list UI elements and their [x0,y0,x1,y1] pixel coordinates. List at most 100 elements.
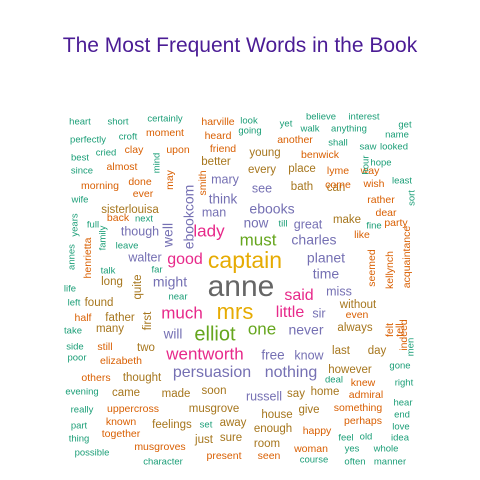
word-man: man [202,205,226,219]
word-give: give [298,404,319,416]
word-might: might [153,274,187,290]
word-heard: heard [205,130,232,142]
word-idea: idea [391,433,410,444]
word-next: next [135,214,153,225]
word-miss: miss [326,284,352,298]
word-till: till [279,219,288,230]
word-walk: walk [299,124,319,135]
word-elliot: elliot [194,323,236,345]
word-morning: morning [81,180,119,192]
word-leave: leave [116,241,139,252]
word-heart: heart [69,117,91,128]
word-sir: sir [312,306,325,320]
word-saw: saw [360,142,377,153]
word-interest: interest [348,112,380,123]
word-full: full [87,220,99,231]
word-much: much [161,303,203,322]
word-like: like [354,229,370,241]
word-look: look [240,116,258,127]
word-sure: sure [220,432,242,444]
word-soon: soon [202,385,227,397]
word-hour: hour [361,155,372,174]
word-name: name [385,130,409,141]
word-right: right [395,378,414,389]
word-great: great [294,217,323,231]
word-sort: sort [407,190,418,206]
word-enough: enough [254,423,292,435]
word-fine: fine [366,221,381,232]
word-bath: bath [291,181,313,193]
word-uppercross: uppercross [107,403,159,415]
word-came: came [112,387,140,399]
word-life: life [64,284,76,295]
word-always: always [337,322,372,334]
word-acquaintance: acquaintance [401,226,413,289]
word-anything: anything [331,124,367,135]
word-years: years [70,213,81,236]
word-every: every [248,164,276,176]
word-one: one [248,319,276,338]
word-old: old [360,432,373,443]
word-really: really [71,405,94,416]
word-say: say [287,388,305,400]
word-know: know [294,348,324,362]
word-even: even [346,309,369,321]
word-believe: believe [306,112,336,123]
word-however: however [328,364,372,376]
word-lady: lady [193,221,225,240]
word-wentworth: wentworth [165,344,243,363]
word-mary: mary [211,172,240,186]
word-moment: moment [146,127,184,139]
word-near: near [168,292,187,303]
word-character: character [143,457,183,468]
word-think: think [209,192,238,207]
word-found: found [85,297,114,309]
word-make: make [333,214,361,226]
word-young: young [249,147,280,159]
word-may: may [164,169,176,190]
word-evening: evening [65,387,98,398]
word-kellynch: kellynch [384,251,396,289]
word-short: short [107,117,128,128]
word-better: better [201,156,231,168]
word-certainly: certainly [147,114,183,125]
word-perfectly: perfectly [70,135,106,146]
word-gone: gone [389,361,410,372]
word-though: though [121,224,159,238]
word-harville: harville [201,116,234,128]
word-made: made [162,388,191,400]
word-free: free [261,348,284,363]
word-wife: wife [71,195,89,206]
word-can: can [327,182,346,194]
word-walter: walter [127,250,161,264]
word-end: end [394,410,410,421]
word-anne: anne [208,270,275,303]
word-possible: possible [75,448,110,459]
word-deal: deal [325,375,343,386]
word-looked: looked [380,142,408,153]
word-lyme: lyme [327,165,349,177]
word-best: best [71,153,89,164]
word-thought: thought [123,372,162,384]
word-shall: shall [328,138,348,149]
word-almost: almost [107,161,138,173]
word-yes: yes [345,444,360,455]
word-house: house [261,409,292,421]
word-mind: mind [152,153,163,174]
word-poor: poor [67,353,86,364]
word-will: will [163,327,183,342]
word-must: must [240,230,277,249]
word-side: side [66,342,83,353]
word-tell: tell [394,323,406,336]
word-little: little [276,304,305,321]
word-often: often [344,457,365,468]
word-another: another [277,134,313,146]
word-feelings: feelings [152,419,192,431]
word-room: room [254,438,280,450]
word-russell: russell [246,389,282,403]
word-half: half [75,312,92,324]
word-said: said [284,287,313,304]
word-day: day [368,345,387,357]
word-ever: ever [133,188,154,200]
word-knew: knew [351,377,376,389]
